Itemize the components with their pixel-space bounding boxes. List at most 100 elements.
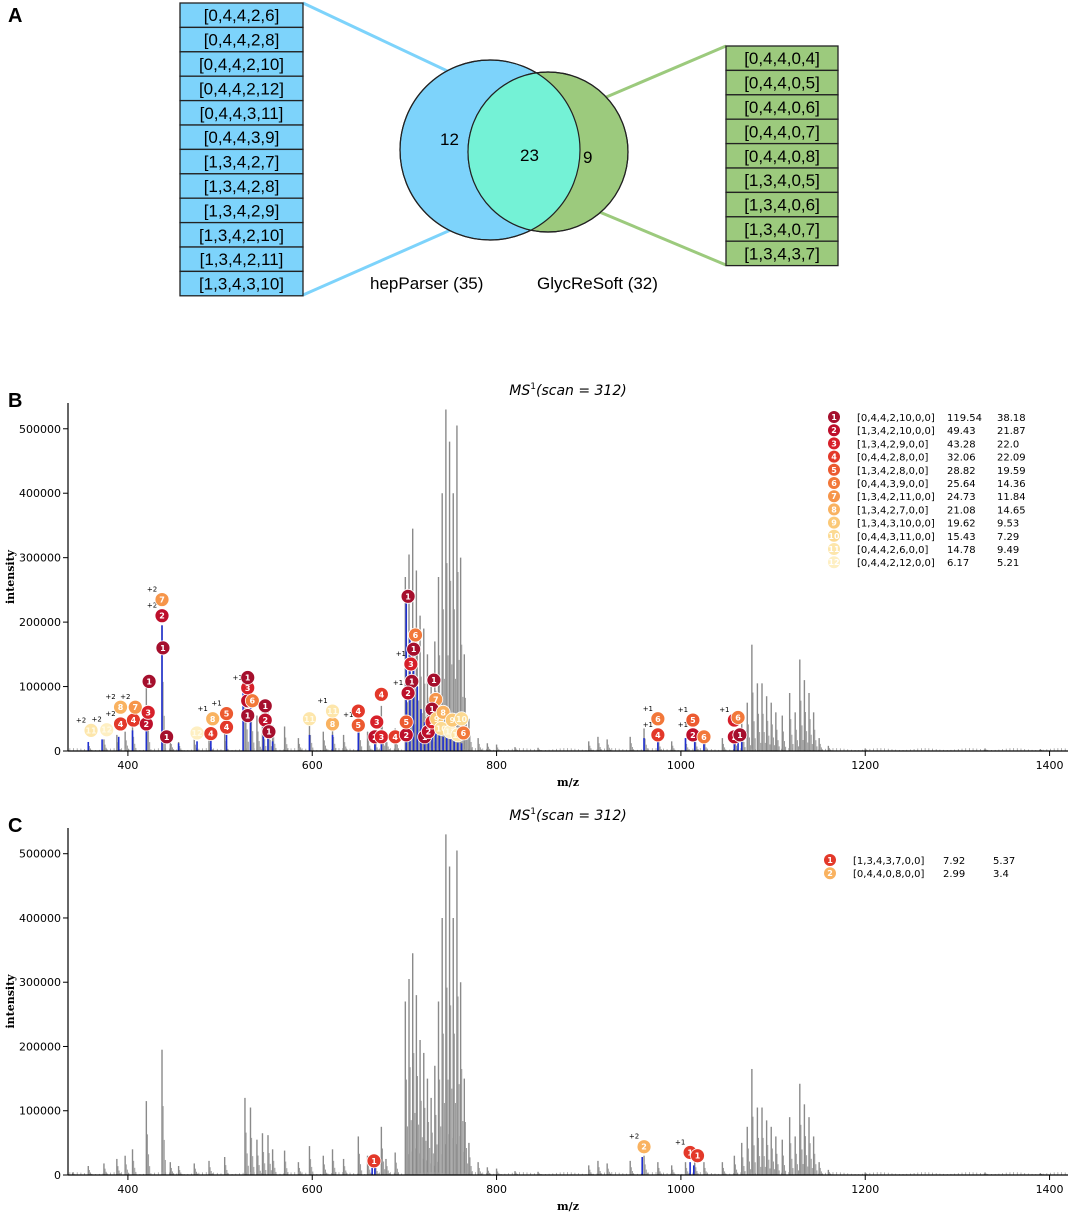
glycresoft-list-box — [725, 94, 839, 120]
peak-marker-label: 2 — [159, 612, 165, 621]
peak-marker-label: 8 — [210, 715, 216, 724]
legend-marker — [828, 556, 840, 569]
legend-score: 119.54 — [947, 413, 982, 424]
peak-charge-label: +1 — [393, 679, 403, 687]
legend-marker-id: 5 — [831, 466, 837, 475]
peak-marker-label: 1 — [146, 677, 152, 686]
legend-marker — [828, 463, 840, 476]
glycresoft-list-item: [0,4,4,0,5] — [744, 74, 820, 93]
legend-composition: [1,3,4,2,7,0,0] — [857, 505, 929, 516]
peak-marker-label: 4 — [118, 720, 124, 729]
peak-marker — [240, 708, 256, 723]
peak-marker — [454, 711, 469, 727]
legend-composition: [0,4,4,2,10,0,0] — [857, 413, 935, 424]
hepparser-list-box — [179, 270, 304, 297]
peak-marker-label: 10 — [456, 715, 468, 724]
peak-marker — [690, 1148, 705, 1164]
peak-marker-label: 4 — [392, 733, 398, 742]
peak-marker-label: 11 — [304, 715, 316, 724]
peak-marker-label: 1 — [266, 728, 272, 737]
legend-marker — [828, 437, 840, 450]
glycresoft-list-box — [725, 45, 839, 72]
legend-value: 19.59 — [997, 466, 1026, 477]
peak-marker-label: 7 — [159, 596, 165, 605]
peak-charge-label: +2 — [629, 1133, 639, 1141]
right-connector-bottom — [589, 206, 727, 267]
peak-charge-label: +2 — [92, 716, 102, 724]
peak-marker — [99, 722, 115, 738]
hepparser-list-item: [1,3,4,3,10] — [199, 275, 284, 294]
legend-score: 43.28 — [947, 439, 976, 450]
peak-marker-label: 4 — [208, 730, 214, 739]
glycresoft-list-box — [725, 240, 839, 267]
glycresoft-list-box — [725, 191, 839, 218]
legend-marker-id: 6 — [831, 479, 837, 488]
glycresoft-list-item: [0,4,4,0,7] — [744, 122, 820, 141]
hepparser-list-box — [179, 124, 304, 151]
left-connector-bottom — [302, 223, 463, 297]
peak-marker-label: 4 — [655, 731, 661, 740]
peak-marker — [159, 729, 175, 745]
peak-marker-label: 1 — [687, 1149, 693, 1158]
peak-marker — [408, 627, 423, 643]
peak-marker-label: 8 — [118, 703, 124, 712]
peak-marker — [203, 726, 219, 741]
legend-value: 9.49 — [997, 545, 1019, 556]
peak-marker-label: 4 — [356, 707, 362, 716]
peak-marker-label: 6 — [250, 697, 256, 706]
right-only-count: 9 — [583, 148, 592, 167]
peak-marker — [127, 699, 143, 715]
hepparser-list-item: [0,4,4,3,11] — [200, 104, 284, 123]
peak-marker-label: 3 — [379, 733, 385, 742]
peak-marker-label: 9 — [434, 715, 440, 724]
legend: 1 [0,4,4,2,10,0,0] 119.54 38.18 2 [1,3,4,2,10… — [828, 411, 1026, 569]
peak-charge-label: +1 — [198, 705, 208, 713]
x-tick-label: 400 — [117, 759, 138, 772]
peak-charge-label: +1 — [675, 1139, 685, 1147]
peak-charge-label: +1 — [678, 706, 688, 714]
legend-score: 14.78 — [947, 545, 976, 556]
legend-marker-id: 8 — [831, 505, 837, 514]
peak-marker-label: 6 — [701, 733, 707, 742]
y-tick-label: 500000 — [19, 848, 61, 861]
panel-a-letter: A — [8, 5, 22, 27]
legend-value: 11.84 — [997, 492, 1026, 503]
peak-marker-label: 6 — [655, 715, 661, 724]
legend-composition: [1,3,4,3,7,0,0] — [853, 856, 925, 867]
peak-marker-label: 1 — [405, 592, 411, 601]
overlap-count: 23 — [520, 146, 539, 165]
legend-value: 5.37 — [993, 856, 1015, 867]
legend-composition: [0,4,4,2,8,0,0] — [857, 453, 929, 464]
peak-marker-label: 2 — [690, 731, 696, 740]
x-tick-label: 600 — [302, 759, 323, 772]
legend-marker-id: 2 — [827, 869, 833, 878]
legend-value: 21.87 — [997, 426, 1026, 437]
y-tick-label: 300000 — [19, 976, 61, 989]
legend-score: 28.82 — [947, 466, 976, 477]
legend-score: 21.08 — [947, 505, 976, 516]
y-tick-label: 200000 — [19, 616, 61, 629]
y-tick-label: 100000 — [19, 681, 61, 694]
right-connector-top — [589, 44, 727, 106]
y-tick-label: 500000 — [19, 423, 61, 436]
peak-marker-label: 4 — [131, 716, 137, 725]
peak-marker-label: 1 — [737, 731, 743, 740]
peak-marker — [650, 727, 666, 743]
peak-marker-label: 8 — [440, 708, 446, 717]
chart-b: MS1(scan = 312) 400 600 800 1000 1200 1400 0 100… — [4, 382, 1068, 789]
peak-marker — [400, 588, 416, 604]
glycresoft-list-item: [1,3,4,3,7] — [744, 244, 820, 263]
legend-score: 7.92 — [943, 856, 965, 867]
peak-marker — [154, 592, 170, 607]
peak-marker — [732, 727, 748, 743]
chart-c: MS1(scan = 312) 400 600 800 1000 1200 1400 0 100… — [4, 807, 1068, 1212]
legend-marker — [828, 424, 840, 437]
overlap-region — [468, 72, 580, 232]
peak-marker — [205, 711, 221, 727]
peak-charge-label: +1 — [211, 700, 221, 708]
peak-marker — [369, 714, 385, 730]
legend-value: 7.29 — [997, 532, 1019, 543]
x-tick-label: 1400 — [1036, 1183, 1064, 1196]
